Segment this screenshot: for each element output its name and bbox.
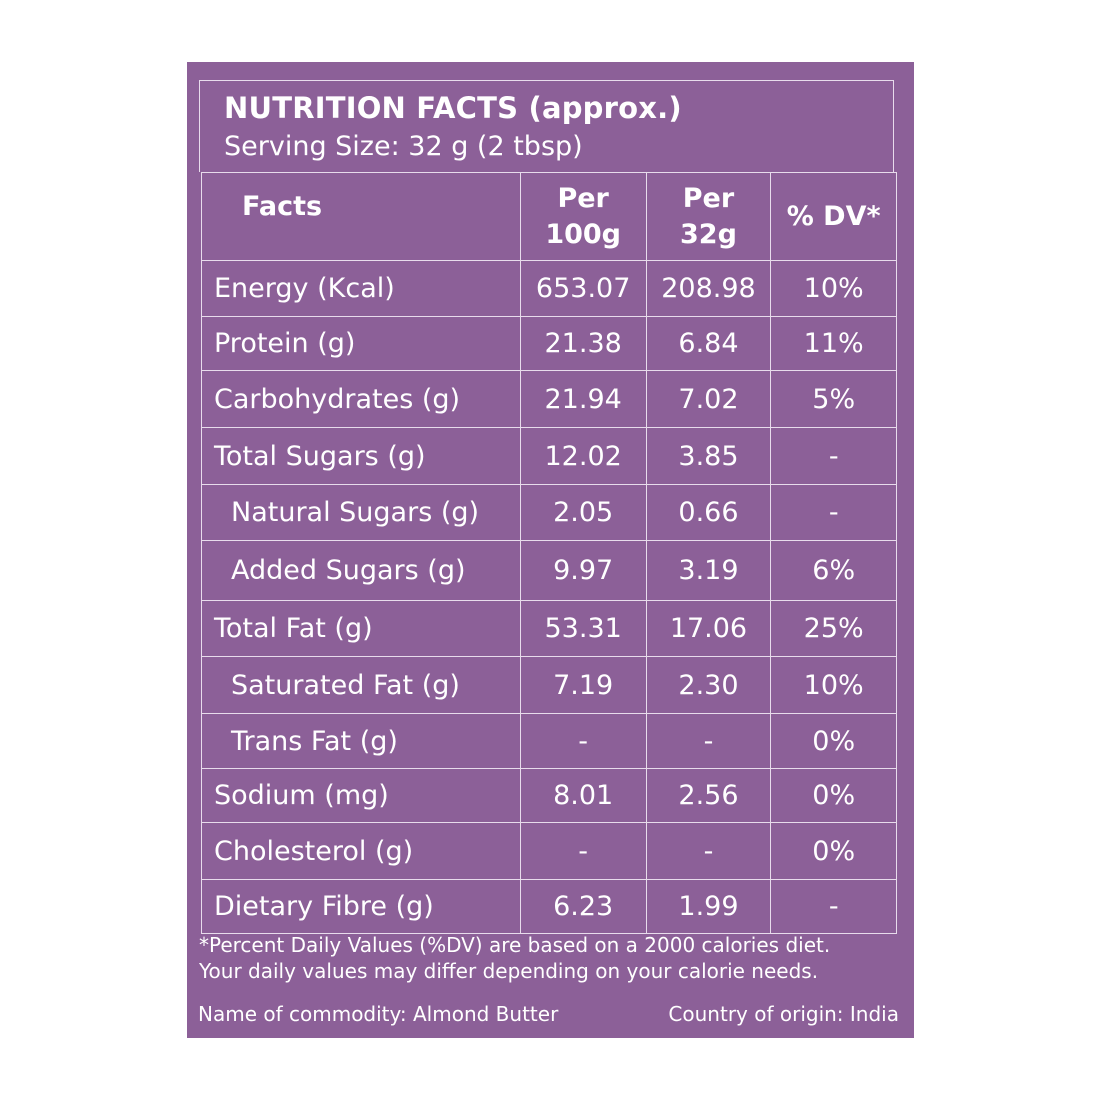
nutrient-name: Total Sugars (g): [201, 427, 521, 485]
table-row: Natural Sugars (g) 2.05 0.66 -: [201, 484, 897, 541]
table-header-row: Facts Per 100g Per 32g % DV*: [201, 172, 897, 261]
country-of-origin: Country of origin: India: [668, 1002, 899, 1026]
dv-value: -: [770, 879, 897, 934]
dv-value: 0%: [770, 768, 897, 823]
column-header-per-100g: Per 100g: [519, 172, 647, 261]
per-32g-value: -: [645, 713, 772, 769]
dv-value: 10%: [770, 260, 897, 317]
per-32g-value: 0.66: [645, 484, 772, 541]
dv-value: 10%: [770, 656, 897, 714]
per-32g-value: 208.98: [645, 260, 772, 317]
nutrition-table: Facts Per 100g Per 32g % DV* Energy (Kcal)…: [201, 172, 897, 934]
table-row: Total Fat (g) 53.31 17.06 25%: [201, 600, 897, 657]
table-row: Carbohydrates (g) 21.94 7.02 5%: [201, 370, 897, 428]
per-32g-value: 7.02: [645, 370, 772, 428]
per-100g-value: 21.38: [519, 316, 647, 371]
commodity-name: Name of commodity: Almond Butter: [198, 1002, 559, 1026]
label-header: NUTRITION FACTS (approx.) Serving Size: …: [199, 80, 894, 172]
nutrient-name: Energy (Kcal): [201, 260, 521, 317]
table-row: Cholesterol (g) - - 0%: [201, 822, 897, 880]
per-100g-value: 12.02: [519, 427, 647, 485]
nutrient-name: Total Fat (g): [201, 600, 521, 657]
dv-value: -: [770, 484, 897, 541]
dv-value: 0%: [770, 822, 897, 880]
per-32g-value: 3.85: [645, 427, 772, 485]
per-32g-value: 3.19: [645, 540, 772, 601]
column-header-dv: % DV*: [770, 172, 897, 261]
per-100g-value: 8.01: [519, 768, 647, 823]
dv-value: -: [770, 427, 897, 485]
label-title: NUTRITION FACTS (approx.): [224, 91, 682, 125]
footnote-line-2: Your daily values may differ depending o…: [199, 959, 819, 983]
dv-value: 5%: [770, 370, 897, 428]
nutrient-name: Added Sugars (g): [201, 540, 521, 601]
per-100g-value: 2.05: [519, 484, 647, 541]
table-row: Total Sugars (g) 12.02 3.85 -: [201, 427, 897, 485]
column-header-facts: Facts: [201, 172, 521, 261]
table-row: Protein (g) 21.38 6.84 11%: [201, 316, 897, 371]
per-100g-value: -: [519, 822, 647, 880]
dv-footnote: *Percent Daily Values (%DV) are based on…: [199, 932, 830, 984]
column-header-per-32g: Per 32g: [645, 172, 772, 261]
nutrient-name: Sodium (mg): [201, 768, 521, 823]
per-100g-value: 9.97: [519, 540, 647, 601]
per-100g-value: 21.94: [519, 370, 647, 428]
nutrient-name: Natural Sugars (g): [201, 484, 521, 541]
nutrient-name: Cholesterol (g): [201, 822, 521, 880]
nutrient-name: Saturated Fat (g): [201, 656, 521, 714]
per-100g-value: 6.23: [519, 879, 647, 934]
commodity-origin-line: Name of commodity: Almond Butter Country…: [198, 1002, 899, 1026]
dv-value: 25%: [770, 600, 897, 657]
nutrient-name: Trans Fat (g): [201, 713, 521, 769]
table-row: Saturated Fat (g) 7.19 2.30 10%: [201, 656, 897, 714]
dv-value: 11%: [770, 316, 897, 371]
per-32g-value: 17.06: [645, 600, 772, 657]
per-32g-value: 6.84: [645, 316, 772, 371]
per-32g-value: 2.56: [645, 768, 772, 823]
table-row: Trans Fat (g) - - 0%: [201, 713, 897, 769]
per-32g-value: -: [645, 822, 772, 880]
nutrient-name: Dietary Fibre (g): [201, 879, 521, 934]
per-100g-value: 653.07: [519, 260, 647, 317]
dv-value: 0%: [770, 713, 897, 769]
per-100g-value: 7.19: [519, 656, 647, 714]
serving-size: Serving Size: 32 g (2 tbsp): [224, 131, 583, 162]
table-row: Energy (Kcal) 653.07 208.98 10%: [201, 260, 897, 317]
table-row: Added Sugars (g) 9.97 3.19 6%: [201, 540, 897, 601]
per-100g-value: -: [519, 713, 647, 769]
footnote-line-1: *Percent Daily Values (%DV) are based on…: [199, 933, 831, 957]
nutrient-name: Protein (g): [201, 316, 521, 371]
table-row: Sodium (mg) 8.01 2.56 0%: [201, 768, 897, 823]
nutrient-name: Carbohydrates (g): [201, 370, 521, 428]
per-100g-value: 53.31: [519, 600, 647, 657]
table-row: Dietary Fibre (g) 6.23 1.99 -: [201, 879, 897, 934]
dv-value: 6%: [770, 540, 897, 601]
per-32g-value: 1.99: [645, 879, 772, 934]
per-32g-value: 2.30: [645, 656, 772, 714]
